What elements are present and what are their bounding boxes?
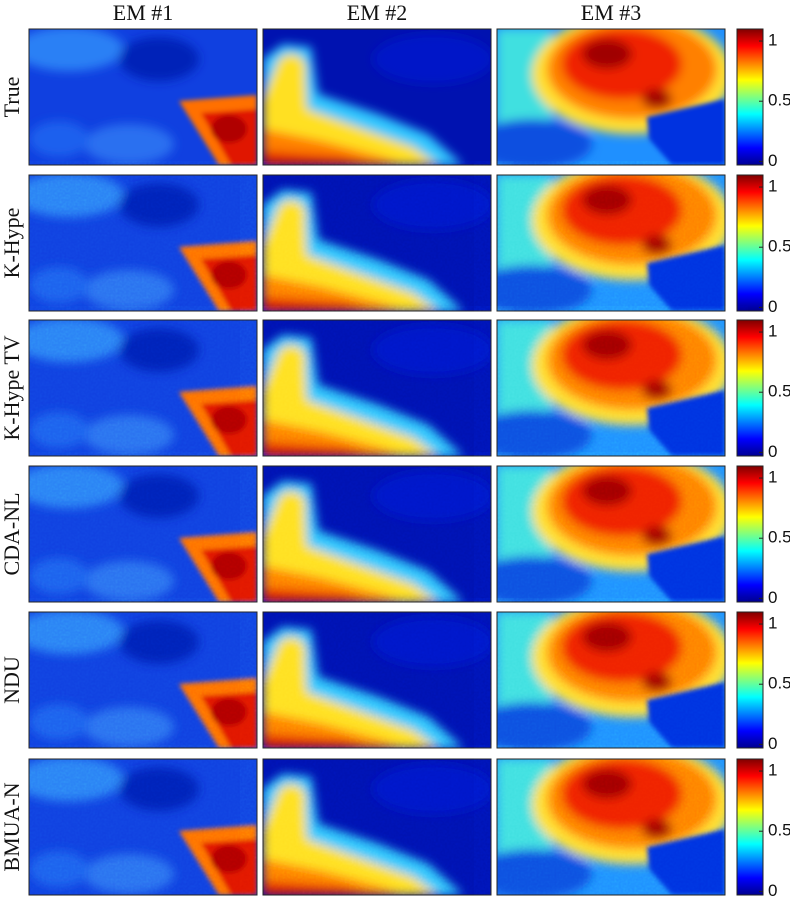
abundance-map	[472, 744, 732, 897]
map-border	[262, 758, 492, 896]
map-noise	[263, 320, 491, 456]
map-noise	[497, 759, 725, 895]
abundance-map	[14, 464, 258, 603]
abundance-map	[262, 28, 493, 166]
map-border	[496, 611, 726, 749]
colorbar	[736, 611, 764, 749]
map-border	[28, 758, 258, 896]
map-border	[28, 319, 258, 457]
colorbar-tick-label: 0.5	[768, 237, 790, 256]
map-border	[262, 174, 492, 312]
colorbar-tick-label: 0	[768, 151, 777, 170]
abundance-map	[14, 757, 258, 896]
abundance-map	[14, 610, 258, 749]
colorbar-tick-label: 1	[768, 31, 777, 50]
map-noise	[263, 759, 491, 895]
colorbar-tick-label: 0.5	[768, 528, 790, 547]
row-label: NDU	[0, 656, 24, 704]
colorbar-tick-label: 0.5	[768, 674, 790, 693]
colorbar-tick-label: 0	[768, 881, 777, 897]
colorbar-tick-label: 0.5	[768, 91, 790, 110]
map-noise	[263, 175, 491, 311]
abundance-map	[14, 173, 258, 312]
abundance-map	[472, 14, 732, 169]
map-noise	[29, 466, 257, 602]
row-label: K-Hype TV	[0, 335, 24, 440]
colorbar	[736, 465, 764, 603]
colorbar-tick-label: 0	[768, 442, 777, 461]
map-noise	[29, 320, 257, 456]
map-image	[14, 27, 257, 165]
map-border	[262, 611, 492, 749]
colorbar-tick-label: 0.5	[768, 821, 790, 840]
row-label: BMUA-N	[0, 782, 24, 871]
map-noise	[29, 612, 257, 748]
map-noise	[263, 466, 491, 602]
map-noise	[29, 175, 257, 311]
abundance-map	[262, 465, 493, 603]
colorbar-tick-label: 1	[768, 761, 777, 780]
colorbar-tick-label: 1	[768, 468, 777, 487]
map-border	[496, 465, 726, 603]
abundance-map	[262, 174, 493, 312]
map-border	[496, 174, 726, 312]
abundance-map	[14, 27, 258, 166]
map-border	[262, 319, 492, 457]
column-header: EM #2	[347, 0, 408, 25]
row-label: True	[0, 77, 24, 118]
colorbar	[736, 28, 764, 166]
map-image	[263, 29, 493, 165]
map-noise	[497, 612, 725, 748]
colorbar-tick-label: 1	[768, 614, 777, 633]
map-image	[472, 14, 732, 169]
map-border	[262, 465, 492, 603]
colorbar	[736, 319, 764, 457]
colorbar-tick-label: 1	[768, 322, 777, 341]
abundance-map	[262, 758, 493, 896]
map-noise	[29, 759, 257, 895]
colorbar-tick-label: 0.5	[768, 382, 790, 401]
abundance-map	[262, 611, 493, 749]
abundance-map	[472, 597, 732, 752]
row-label: K-Hype	[0, 208, 24, 279]
map-border	[28, 28, 258, 166]
abundance-map	[14, 318, 258, 457]
map-noise	[497, 320, 725, 456]
colorbar-tick-label: 0	[768, 588, 777, 607]
map-border	[28, 174, 258, 312]
colorbar-tick-label: 0	[768, 297, 777, 316]
map-noise	[497, 175, 725, 311]
map-border	[262, 28, 492, 166]
column-header: EM #3	[581, 0, 642, 25]
map-noise	[263, 612, 491, 748]
map-border	[28, 611, 258, 749]
row-label: CDA-NL	[0, 492, 24, 575]
abundance-map	[472, 451, 732, 606]
map-border	[28, 465, 258, 603]
colorbar-tick-label: 0	[768, 734, 777, 753]
abundance-map	[472, 160, 732, 315]
abundance-map	[262, 319, 493, 457]
map-border	[496, 28, 726, 166]
colorbar-tick-label: 1	[768, 177, 777, 196]
map-border	[496, 758, 726, 896]
map-border	[496, 319, 726, 457]
map-noise	[497, 466, 725, 602]
colorbar	[736, 758, 764, 896]
colorbar	[736, 174, 764, 312]
abundance-map	[472, 305, 732, 460]
column-header: EM #1	[113, 0, 174, 25]
